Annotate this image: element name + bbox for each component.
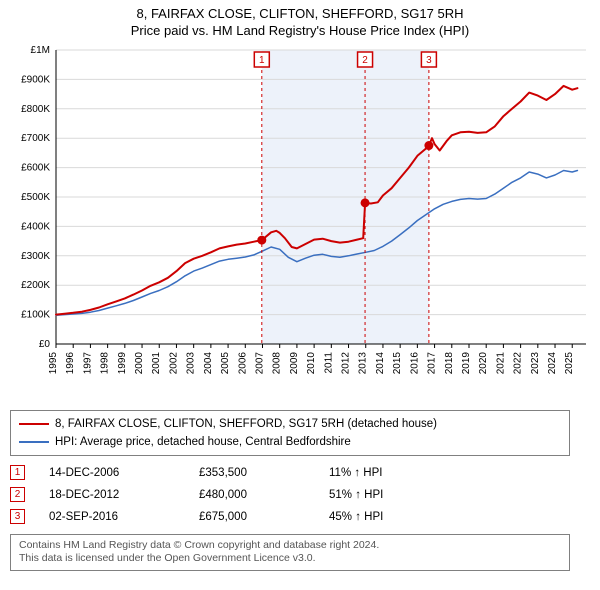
legend-swatch-hpi xyxy=(19,441,49,443)
transactions-table: 1 14-DEC-2006 £353,500 11% ↑ HPI 2 18-DE… xyxy=(10,462,570,528)
svg-text:2015: 2015 xyxy=(392,351,403,374)
svg-text:2014: 2014 xyxy=(375,351,386,374)
transaction-marker-icon: 3 xyxy=(10,509,25,524)
attribution-box: Contains HM Land Registry data © Crown c… xyxy=(10,534,570,571)
svg-text:2022: 2022 xyxy=(513,351,524,374)
svg-text:2006: 2006 xyxy=(237,351,248,374)
svg-text:2019: 2019 xyxy=(461,351,472,374)
svg-text:1995: 1995 xyxy=(48,351,59,374)
svg-text:£0: £0 xyxy=(39,339,51,350)
svg-text:2010: 2010 xyxy=(306,351,317,374)
svg-text:£800K: £800K xyxy=(21,104,50,115)
svg-text:1997: 1997 xyxy=(82,351,93,374)
legend-label-hpi: HPI: Average price, detached house, Cent… xyxy=(55,436,351,448)
transaction-row: 2 18-DEC-2012 £480,000 51% ↑ HPI xyxy=(10,484,570,506)
svg-text:2011: 2011 xyxy=(323,351,334,373)
svg-text:2012: 2012 xyxy=(341,351,352,374)
svg-text:£300K: £300K xyxy=(21,251,50,262)
svg-text:£400K: £400K xyxy=(21,221,50,232)
transaction-price: £675,000 xyxy=(199,511,329,523)
svg-text:2005: 2005 xyxy=(220,351,231,374)
attribution-line-1: Contains HM Land Registry data © Crown c… xyxy=(19,539,561,553)
svg-text:2002: 2002 xyxy=(168,351,179,374)
svg-text:2003: 2003 xyxy=(186,351,197,374)
legend-row-hpi: HPI: Average price, detached house, Cent… xyxy=(19,433,561,451)
svg-text:1996: 1996 xyxy=(65,351,76,374)
svg-text:£900K: £900K xyxy=(21,74,50,85)
svg-text:2013: 2013 xyxy=(358,351,369,374)
svg-text:2025: 2025 xyxy=(564,351,575,374)
legend-swatch-property xyxy=(19,423,49,425)
transaction-marker-icon: 2 xyxy=(10,487,25,502)
svg-text:2008: 2008 xyxy=(272,351,283,374)
svg-text:2017: 2017 xyxy=(427,351,438,374)
price-chart: £0 £100K £200K £300K £400K £500K £600K £700K £80… xyxy=(10,44,590,404)
chart-svg: £0 £100K £200K £300K £400K £500K £600K £700K £80… xyxy=(10,44,590,404)
transaction-row: 3 02-SEP-2016 £675,000 45% ↑ HPI xyxy=(10,506,570,528)
transaction-date: 14-DEC-2006 xyxy=(49,467,199,479)
svg-text:£600K: £600K xyxy=(21,162,50,173)
svg-text:2021: 2021 xyxy=(495,351,506,374)
svg-text:£200K: £200K xyxy=(21,280,50,291)
svg-text:2009: 2009 xyxy=(289,351,300,374)
svg-text:£1M: £1M xyxy=(31,45,50,56)
svg-text:1: 1 xyxy=(259,55,265,66)
svg-text:£700K: £700K xyxy=(21,133,50,144)
legend-label-property: 8, FAIRFAX CLOSE, CLIFTON, SHEFFORD, SG1… xyxy=(55,418,437,430)
svg-text:2001: 2001 xyxy=(151,351,162,374)
transaction-date: 02-SEP-2016 xyxy=(49,511,199,523)
title-line-2: Price paid vs. HM Land Registry's House … xyxy=(10,23,590,40)
legend-box: 8, FAIRFAX CLOSE, CLIFTON, SHEFFORD, SG1… xyxy=(10,410,570,456)
svg-text:1998: 1998 xyxy=(100,351,111,374)
svg-text:2000: 2000 xyxy=(134,351,145,374)
svg-text:2004: 2004 xyxy=(203,351,214,374)
svg-text:£100K: £100K xyxy=(21,309,50,320)
svg-text:2020: 2020 xyxy=(478,351,489,374)
svg-text:2007: 2007 xyxy=(254,351,265,374)
transaction-price: £480,000 xyxy=(199,489,329,501)
page-container: 8, FAIRFAX CLOSE, CLIFTON, SHEFFORD, SG1… xyxy=(0,0,600,590)
transaction-pct: 11% ↑ HPI xyxy=(329,467,419,479)
title-line-1: 8, FAIRFAX CLOSE, CLIFTON, SHEFFORD, SG1… xyxy=(10,6,590,23)
transaction-price: £353,500 xyxy=(199,467,329,479)
transaction-marker-icon: 1 xyxy=(10,465,25,480)
transaction-pct: 51% ↑ HPI xyxy=(329,489,419,501)
transaction-row: 1 14-DEC-2006 £353,500 11% ↑ HPI xyxy=(10,462,570,484)
legend-row-property: 8, FAIRFAX CLOSE, CLIFTON, SHEFFORD, SG1… xyxy=(19,415,561,433)
transaction-pct: 45% ↑ HPI xyxy=(329,511,419,523)
attribution-line-2: This data is licensed under the Open Gov… xyxy=(19,552,561,566)
svg-text:2023: 2023 xyxy=(530,351,541,374)
svg-text:2024: 2024 xyxy=(547,351,558,374)
svg-text:3: 3 xyxy=(426,55,432,66)
svg-text:2: 2 xyxy=(362,55,368,66)
svg-text:£500K: £500K xyxy=(21,192,50,203)
svg-text:2018: 2018 xyxy=(444,351,455,374)
svg-text:1999: 1999 xyxy=(117,351,128,374)
transaction-date: 18-DEC-2012 xyxy=(49,489,199,501)
svg-text:2016: 2016 xyxy=(409,351,420,374)
